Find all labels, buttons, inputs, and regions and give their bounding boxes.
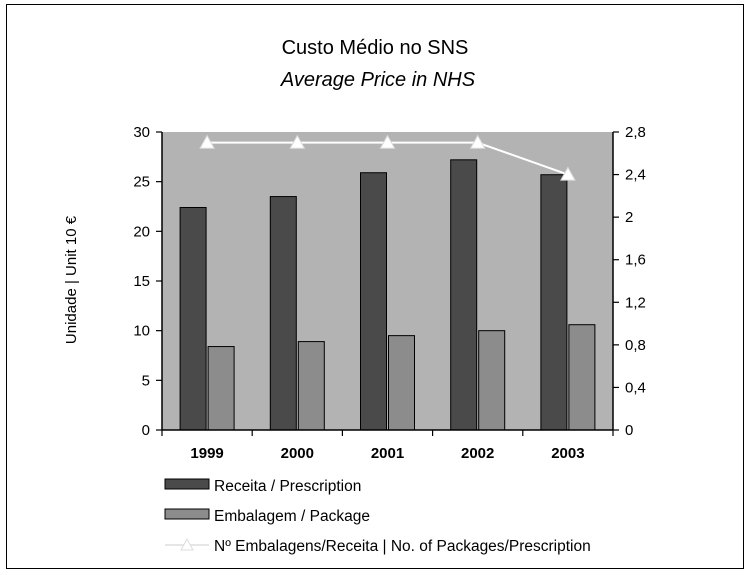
y2-tick-label: 0,4 [625,379,646,396]
x-tick-label: 2001 [371,445,404,462]
bar-package-2001 [388,335,415,431]
y-tick-label: 15 [133,273,150,290]
bar-prescription-2003 [540,174,568,431]
line-marker-2001 [379,134,396,149]
chart-title: Custo Médio no SNS [282,37,469,59]
legend-triangle-marker [180,537,194,551]
legend-label: Nº Embalagens/Receita | No. of Packages/… [214,538,591,555]
line-marker-2000 [289,134,306,149]
line-marker-2002 [469,134,486,149]
y-tick-label: 20 [133,223,150,240]
y-tick-label: 10 [133,323,150,340]
bar-prescription-1999 [179,206,207,431]
y-tick-label: 5 [142,372,150,389]
chart-subtitle: Average Price in NHS [280,69,476,91]
y2-tick-label: 1,2 [625,294,646,311]
bar-prescription-2002 [450,159,478,431]
y2-tick-label: 0,8 [625,337,646,354]
bar-prescription-2000 [269,196,297,431]
legend: Receita / Prescription Embalagem / Packag… [164,478,591,555]
y2-tick-label: 2,4 [625,167,646,184]
y2-tick-label: 1,6 [625,252,646,269]
y2-tick-label: 0 [625,422,633,439]
x-tick-label: 1999 [190,445,223,462]
y2-tick-label: 2,8 [625,124,646,141]
legend-label: Receita / Prescription [214,478,361,495]
y-tick-label: 0 [142,422,150,439]
line-marker-2003 [560,166,576,181]
legend-label: Embalagem / Package [214,508,370,525]
bar-package-2000 [297,341,325,431]
line-marker-1999 [199,134,215,149]
line-series-group [199,134,576,181]
bar-prescription-2001 [360,172,387,431]
plot-area [162,132,613,430]
bar-package-2002 [478,330,506,431]
bar-package-2003 [568,324,596,431]
legend-swatch-prescription [164,478,210,490]
axes-group: 0 5 10 15 20 25 30 0 0,4 0,8 1,2 1,6 2 2,4 2,8 1999 2000… [133,124,646,462]
bar-package-1999 [207,346,235,431]
y-axis-label: Unidade | Unit 10 € [63,215,80,344]
x-tick-label: 2003 [551,445,584,462]
y-tick-label: 30 [133,124,150,141]
y-tick-label: 25 [133,174,150,191]
y2-tick-label: 2 [625,209,633,226]
x-tick-label: 2002 [461,445,494,462]
legend-swatch-package [164,508,210,520]
bars-group [179,159,596,431]
x-tick-label: 2000 [281,445,314,462]
